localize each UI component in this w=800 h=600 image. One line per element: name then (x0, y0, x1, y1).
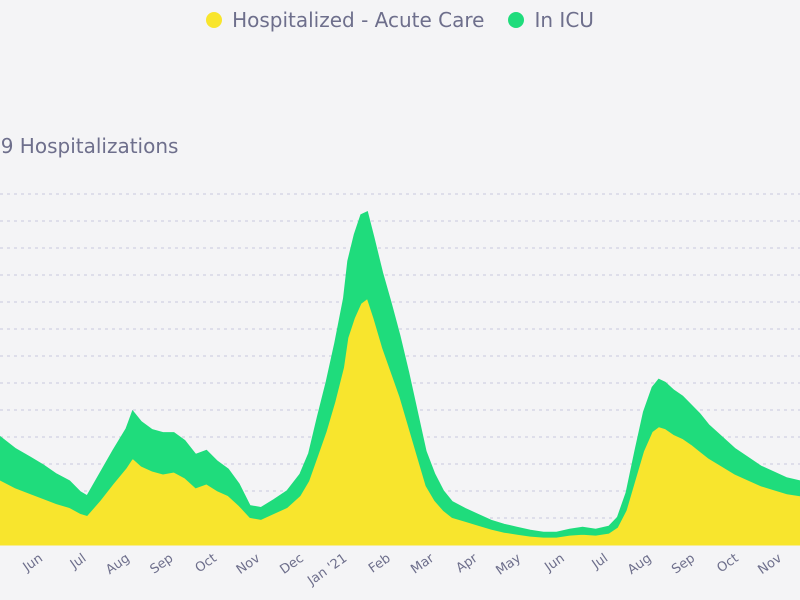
x-tick-label: Sep (148, 551, 177, 577)
x-tick-label: Sep (669, 551, 698, 577)
x-tick-label: Jun (20, 551, 46, 576)
x-tick-label: May (493, 551, 524, 579)
x-tick-label: Nov (234, 551, 264, 578)
x-tick-label: Dec (277, 551, 306, 578)
chart-legend: Hospitalized - Acute Care In ICU (0, 8, 800, 32)
legend-swatch-acute-care (206, 12, 223, 28)
x-tick-label: Mar (408, 551, 437, 578)
chart-title: 19 Hospitalizations (0, 134, 179, 158)
x-tick-label: Jan '21 (304, 551, 350, 589)
x-tick-label: Apr (454, 551, 482, 577)
x-tick-label: Nov (756, 551, 786, 578)
x-tick-label: Jun (541, 551, 567, 576)
x-tick-label: Aug (625, 551, 654, 578)
legend-label-icu: In ICU (534, 8, 594, 32)
x-tick-label: Oct (714, 551, 741, 576)
x-tick-label: Jul (67, 551, 89, 573)
legend-swatch-icu (508, 12, 525, 28)
x-tick-label: Jul (589, 551, 611, 573)
x-tick-label: Feb (366, 551, 393, 576)
chart-areas (0, 210, 800, 546)
x-tick-label: Aug (103, 551, 132, 578)
legend-item-acute-care[interactable]: Hospitalized - Acute Care (206, 8, 484, 32)
x-tick-label: Oct (193, 551, 220, 576)
legend-label-acute-care: Hospitalized - Acute Care (232, 8, 485, 32)
series-area-icu (0, 210, 800, 538)
legend-item-icu[interactable]: In ICU (508, 8, 594, 32)
